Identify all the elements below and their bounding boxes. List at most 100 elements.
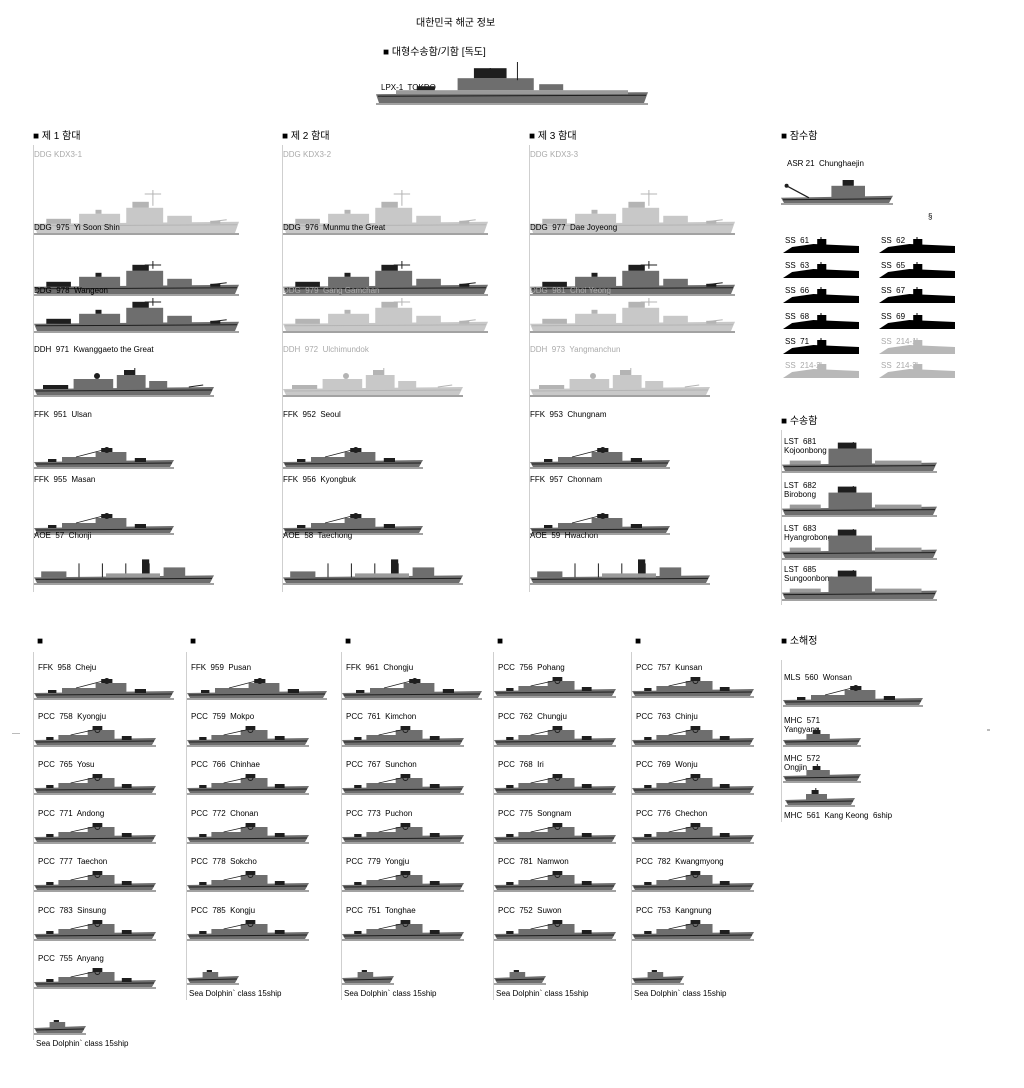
sea-dolphin-ship: [494, 970, 546, 985]
ship-label: FFK 956 Kyongbuk: [283, 475, 356, 484]
submarine-label: SS 214-2: [785, 361, 821, 370]
ship-label: PCC 758 Kyongju: [38, 711, 107, 721]
edge-mark: [987, 729, 990, 731]
ship-silhouette: [342, 871, 464, 892]
submarine-silhouette: [879, 362, 955, 378]
ship-silhouette: [283, 368, 463, 397]
submarine-label: SS 71: [785, 337, 810, 346]
ship-label: PCC 766 Chinhae: [191, 760, 260, 769]
ship-silhouette: [342, 919, 464, 940]
ship-label: FFK 955 Masan: [34, 475, 96, 484]
ship-silhouette: [530, 298, 735, 333]
ship-label: PCC 762 Chungju: [498, 711, 567, 721]
ship-label: DDG KDX3-1: [34, 150, 83, 159]
ship-label: DDG 978 Wangeon: [34, 286, 108, 295]
sea-dolphin-ship: [187, 970, 239, 985]
ship-silhouette: [34, 447, 174, 469]
ship-silhouette: [342, 774, 464, 795]
submarine-silhouette: [783, 362, 859, 378]
submarine-label: SS 65: [881, 261, 906, 270]
submarine-label: SS 214-3: [881, 361, 917, 370]
ship-silhouette: [494, 774, 616, 795]
ship-silhouette: [342, 822, 464, 843]
column-guide-line: [631, 652, 632, 1000]
ship-silhouette: [34, 261, 239, 296]
column-guide-line: [781, 430, 782, 605]
page-title: 대한민국 해군 정보: [416, 18, 496, 29]
ship-silhouette: [530, 368, 710, 397]
minesweeper-label: MLS 560 Wonsan: [784, 673, 852, 682]
submarine-silhouette: [783, 338, 859, 354]
ship-silhouette: [187, 725, 309, 746]
ship-silhouette: [632, 919, 754, 940]
ship-label: PCC 785 Kongju: [191, 905, 256, 915]
ship-label: DDG 979 Gang Gamchan: [283, 286, 380, 295]
ship-label: PCC 775 Songnam: [498, 808, 572, 818]
ship-silhouette: [283, 447, 423, 469]
flagship-heading-text: 대형수송함/기함 [독도]: [391, 47, 486, 58]
submarine-heading: ■ 잠수함: [781, 131, 818, 142]
rescue-ship: [781, 180, 893, 205]
ship-silhouette: [494, 677, 616, 698]
transport-label: LST 682 Birobong: [784, 481, 817, 499]
ship-label: DDH 972 Ulchimundok: [283, 345, 369, 354]
group-marker: ■: [497, 636, 504, 647]
ship-label: DDG 976 Munmu the Great: [283, 223, 386, 232]
ship-label: PCC 752 Suwon: [498, 905, 562, 915]
minesweeper-ship: [783, 764, 861, 783]
edge-mark: [12, 733, 20, 734]
minesweeper-label: MHC 561 Kang Keong 6ship: [784, 811, 893, 820]
ship-silhouette: [283, 513, 423, 535]
sea-dolphin-label: Sea Dolphin` class 15ship: [36, 1039, 129, 1048]
submarine-label: SS 61: [785, 236, 810, 245]
ship-label: AOE 59 Hwachon: [530, 531, 599, 540]
fleet-heading: ■ 제 2 함대: [282, 131, 330, 142]
submarine-silhouette: [783, 237, 859, 253]
transport-ship: [782, 442, 937, 473]
sea-dolphin-label: Sea Dolphin` class 15ship: [496, 989, 589, 998]
ship-label: PCC 756 Pohang: [498, 663, 565, 672]
sea-dolphin-ship: [342, 970, 394, 985]
fleet-heading-text: 제 3 함대: [537, 131, 577, 142]
submarine-marker: §: [928, 212, 933, 221]
column-guide-line: [33, 145, 34, 592]
flagship-ship: [376, 62, 648, 105]
ship-silhouette: [34, 774, 156, 795]
ship-silhouette: [342, 725, 464, 746]
transport-ship: [782, 486, 937, 517]
ship-label: PCC 771 Andong: [38, 808, 105, 818]
minesweeper-ship: [783, 728, 861, 747]
ship-silhouette: [632, 725, 754, 746]
transport-label: LST 681 Kojoonbong: [784, 437, 827, 455]
ship-label: FFK 951 Ulsan: [34, 410, 92, 419]
ship-silhouette: [187, 822, 309, 843]
sea-dolphin-ship: [632, 970, 684, 985]
fleet-heading-text: 제 2 함대: [290, 131, 330, 142]
ship-label: PCC 757 Kunsan: [636, 663, 703, 672]
ship-label: PCC 769 Wonju: [636, 760, 698, 769]
ship-label: DDH 971 Kwanggaeto the Great: [34, 345, 154, 354]
ship-silhouette: [530, 447, 670, 469]
ship-silhouette: [34, 871, 156, 892]
submarine-silhouette: [879, 237, 955, 253]
column-guide-line: [529, 145, 530, 592]
ship-silhouette: [34, 298, 239, 333]
submarine-heading-text: 잠수함: [789, 131, 818, 142]
ship-silhouette: [530, 513, 670, 535]
submarine-label: SS 62: [881, 236, 906, 245]
minesweeper-label: MHC 572 Ongjin: [784, 754, 821, 772]
submarine-silhouette: [783, 313, 859, 329]
ship-label: FFK 959 Pusan: [191, 663, 252, 672]
fleet-heading: ■ 제 3 함대: [529, 131, 577, 142]
ship-label: PCC 772 Chonan: [191, 808, 259, 818]
ship-silhouette: [283, 559, 463, 585]
group-marker: ■: [635, 636, 642, 647]
submarine-silhouette: [879, 262, 955, 278]
column-guide-line: [186, 652, 187, 1000]
ship-silhouette: [34, 559, 214, 585]
sea-dolphin-label: Sea Dolphin` class 15ship: [189, 989, 282, 998]
ship-label: PCC 767 Sunchon: [346, 760, 417, 769]
fleet-heading: ■ 제 1 함대: [33, 131, 81, 142]
sea-dolphin-label: Sea Dolphin` class 15ship: [344, 989, 437, 998]
transport-ship: [782, 529, 937, 560]
